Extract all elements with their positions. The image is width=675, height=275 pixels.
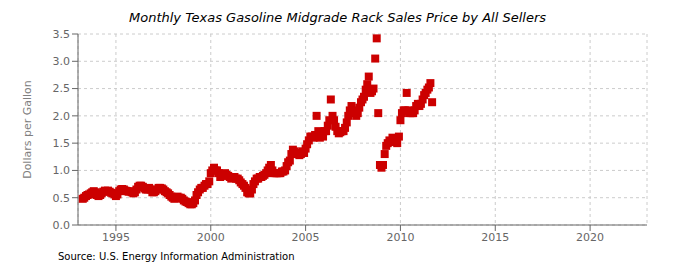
svg-text:2015: 2015 (481, 231, 509, 244)
svg-text:1995: 1995 (102, 231, 130, 244)
svg-text:3.0: 3.0 (53, 55, 71, 68)
svg-text:0.0: 0.0 (53, 219, 71, 232)
html-text:Source: U.S. Energy Informatio: Source: U.S. Energy Information Administ… (58, 251, 295, 262)
svg-text:0.5: 0.5 (53, 192, 71, 205)
html-text:Monthly Texas Gasoline Midgrad: Monthly Texas Gasoline Midgrade Rack Sal… (129, 10, 546, 25)
svg-text:2020: 2020 (576, 231, 604, 244)
svg-text:2005: 2005 (292, 231, 320, 244)
svg-text:Dollars per Gallon: Dollars per Gallon (21, 80, 34, 179)
svg-text:2.5: 2.5 (53, 82, 71, 95)
svg-text:2010: 2010 (386, 231, 414, 244)
svg-text:3.5: 3.5 (53, 28, 71, 41)
svg-text:1.0: 1.0 (53, 164, 71, 177)
svg-text:2.0: 2.0 (53, 110, 71, 123)
svg-text:1.5: 1.5 (53, 137, 71, 150)
svg-text:2000: 2000 (197, 231, 225, 244)
